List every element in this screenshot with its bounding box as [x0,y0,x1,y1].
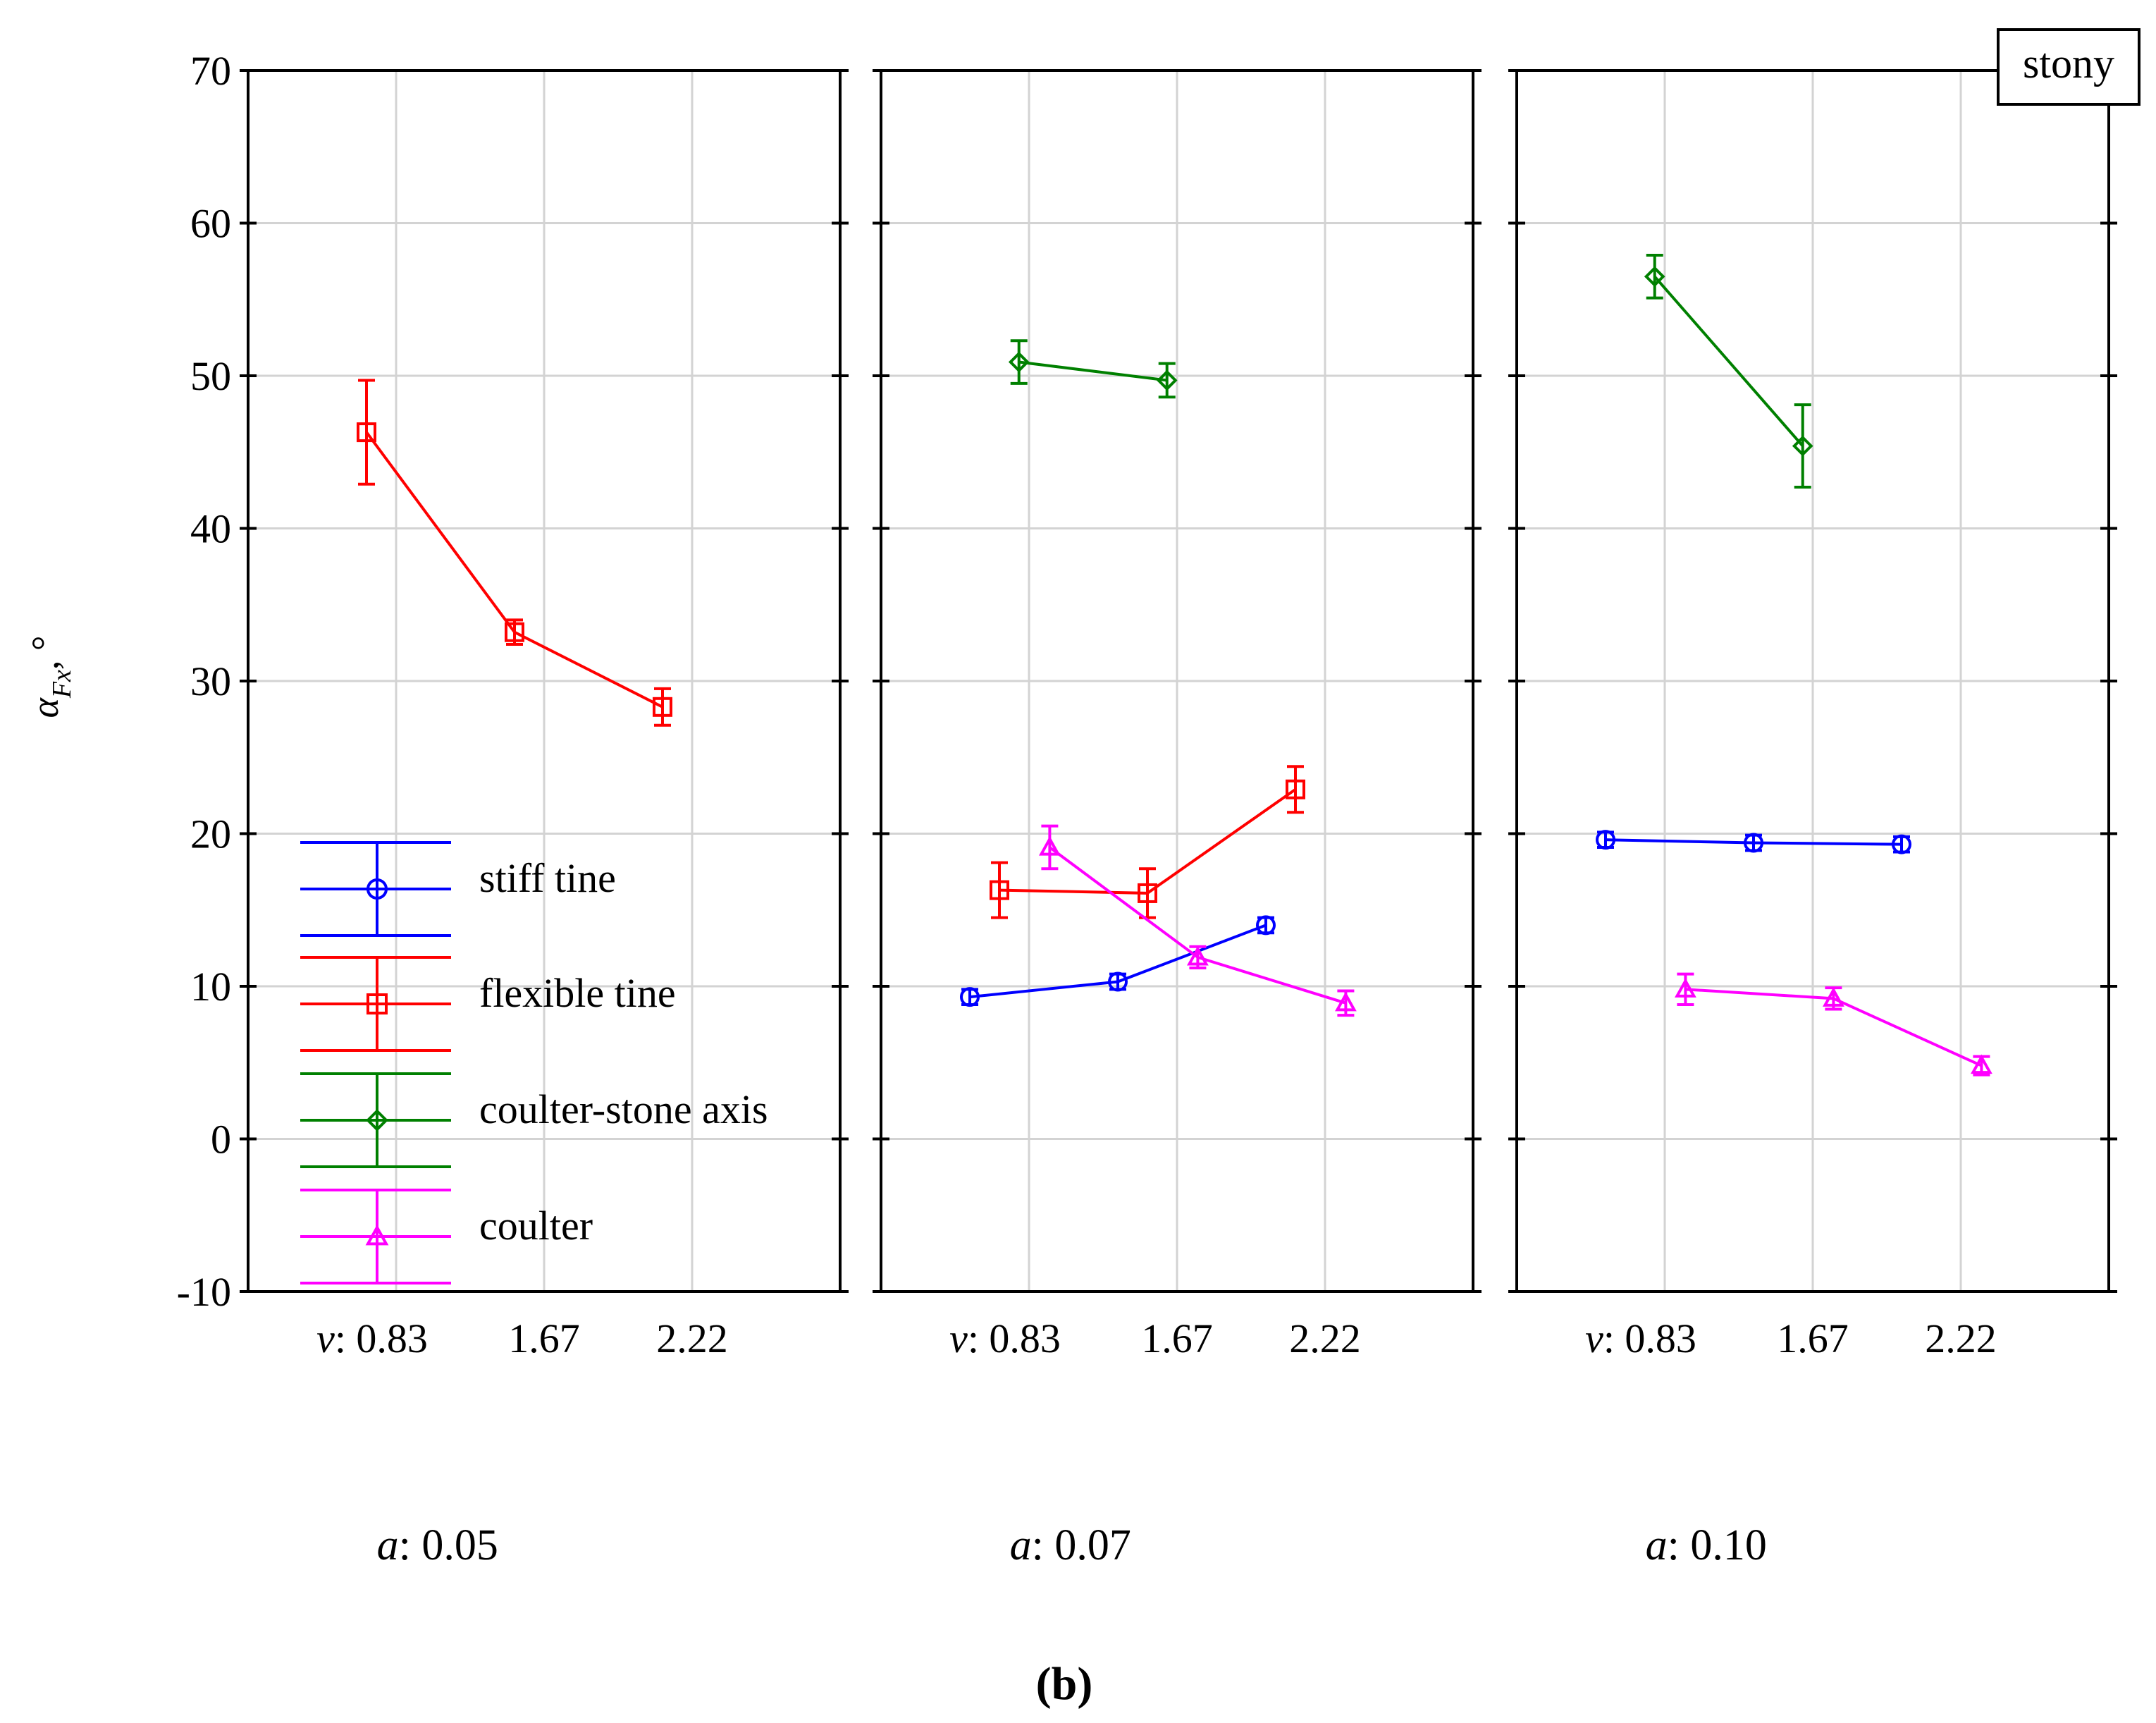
series-layer [357,253,1992,1077]
panel-1-flexible-tine-point-0 [357,422,376,443]
y-axis-label-subscript: Fx [47,670,77,699]
panel-1-series-flexible-tine [357,379,672,727]
panel-3-stiff-tine-point-0 [1596,830,1615,850]
y-tick-label-30: 30 [190,658,231,704]
y-tick-label-20: 20 [190,811,231,857]
legend-item-stiff-tine: stiff tine [300,841,616,937]
panel-2-coulter-point-1 [1187,945,1209,966]
panel-2-flexible-tine-point-1 [1138,883,1157,903]
panel-3 [1508,69,2117,1293]
panel-1-x-var-value: : 0.83 [335,1316,428,1361]
panel-3-a-symbol: a [1646,1521,1668,1569]
panel-2-x-tick-label-1: 1.67 [1141,1316,1213,1361]
figure-label: (b) [1036,1658,1093,1710]
y-axis-label-symbol: α [24,697,66,718]
panel-2-a-symbol: a [1010,1521,1032,1569]
legend-stiff-tine-marker [366,878,388,900]
panel-2-coulter-point-2 [1335,991,1357,1012]
panel-2-flexible-tine-point-0 [990,880,1009,900]
legend-flexible-tine-marker [366,993,388,1014]
panel-3-stiff-tine-point-2 [1892,834,1911,854]
panel-2-flexible-tine-point-2 [1286,779,1305,799]
panel-2-series-coulter [1039,824,1357,1017]
panel-1-x-tick-label-2: 2.22 [656,1316,728,1361]
panel-3-coulter-point-1 [1823,987,1844,1007]
panel-2-series-coulter-stone-axis [1008,339,1178,399]
panel-1 [240,69,849,1293]
panel-3-series-coulter [1675,972,1992,1077]
y-tick-label--10: -10 [177,1269,231,1315]
legend-flexible-tine-label: flexible tine [479,970,676,1016]
y-tick-label-50: 50 [190,353,231,399]
panel-1-flexible-tine-point-2 [653,697,672,717]
panel-1-a-symbol: a [377,1521,399,1569]
stony-box [1997,28,2140,106]
y-tick-label-60: 60 [190,201,231,247]
legend-stiff-tine-label: stiff tine [479,855,616,901]
panel-1-a-value: : 0.05 [399,1521,498,1569]
panel-3-coulter-point-0 [1675,978,1696,998]
panel-2-stiff-tine-point-2 [1256,915,1276,936]
panel-1-flexible-tine-point-1 [505,622,524,642]
panel-2-a-value: : 0.07 [1032,1521,1131,1569]
panel-2-x-var-symbol: v [949,1316,968,1361]
panel-2-a-label: a: 0.07 [1010,1521,1131,1569]
panel-1-x-tick-label-0: v: 0.83 [316,1316,428,1361]
panel-2-coulter-line [1049,846,1346,1005]
panel-2-coulter-stone-axis-line [1018,360,1167,382]
panel-2-x-tick-label-2: 2.22 [1289,1316,1361,1361]
panel-2-x-tick-label-0: v: 0.83 [949,1316,1061,1361]
panel-3-series-stiff-tine [1596,830,1911,854]
legend-item-coulter: coulter [300,1189,593,1284]
panel-1-x-var-symbol: v [316,1316,335,1361]
legend: stiff tine flexible tine coulter-stone axi… [300,841,768,1284]
panel-3-x-var-symbol: v [1585,1316,1603,1361]
panel-2-stiff-tine-point-0 [960,987,980,1007]
y-axis-label: αFx, ° [24,635,77,718]
y-tick-label-70: 70 [190,48,231,94]
panel-3-a-label: a: 0.10 [1646,1521,1767,1569]
legend-coulter-stone-axis-label: coulter-stone axis [479,1086,768,1132]
legend-item-flexible-tine: flexible tine [300,956,676,1052]
panel-3-series-coulter-stone-axis [1644,253,1813,489]
axes-layer [240,69,2117,1293]
y-tick-label-0: 0 [211,1117,231,1163]
panel-2-x-var-value: : 0.83 [968,1316,1061,1361]
panel-2-coulter-stone-axis-point-1 [1156,369,1178,391]
panel-3-coulter-stone-axis-point-1 [1792,435,1813,457]
panel-2-coulter-point-0 [1039,835,1061,856]
panel-3-x-tick-label-2: 2.22 [1925,1316,1997,1361]
panel-1-x-tick-label-1: 1.67 [508,1316,580,1361]
panel-3-x-tick-label-0: v: 0.83 [1585,1316,1696,1361]
panel-3-a-value: : 0.10 [1668,1521,1767,1569]
y-tick-label-40: 40 [190,506,231,552]
panel-3-coulter-point-2 [1971,1054,1992,1074]
panel-3-stiff-tine-point-1 [1744,833,1763,853]
panel-2 [873,69,1482,1293]
legend-coulter-stone-axis-marker [366,1109,388,1132]
legend-coulter-marker [365,1224,389,1246]
panel-2-coulter-stone-axis-point-0 [1008,351,1030,373]
panel-3-x-tick-label-1: 1.67 [1777,1316,1849,1361]
y-tick-label-10: 10 [190,964,231,1010]
legend-coulter-label: coulter [479,1203,593,1249]
panel-2-series-stiff-tine [960,915,1276,1007]
panel-3-coulter-stone-axis-point-0 [1644,266,1665,288]
y-axis-label-unit: , ° [24,635,66,670]
panel-2-series-flexible-tine [990,765,1305,919]
panel-3-coulter-stone-axis-line [1653,275,1804,447]
panel-1-flexible-tine-line [365,431,663,709]
legend-item-coulter-stone-axis: coulter-stone axis [300,1072,768,1168]
stony-label: stony [2023,40,2114,87]
panel-2-stiff-tine-point-1 [1108,971,1128,992]
panel-1-a-label: a: 0.05 [377,1521,498,1569]
panel-3-x-var-value: : 0.83 [1603,1316,1696,1361]
